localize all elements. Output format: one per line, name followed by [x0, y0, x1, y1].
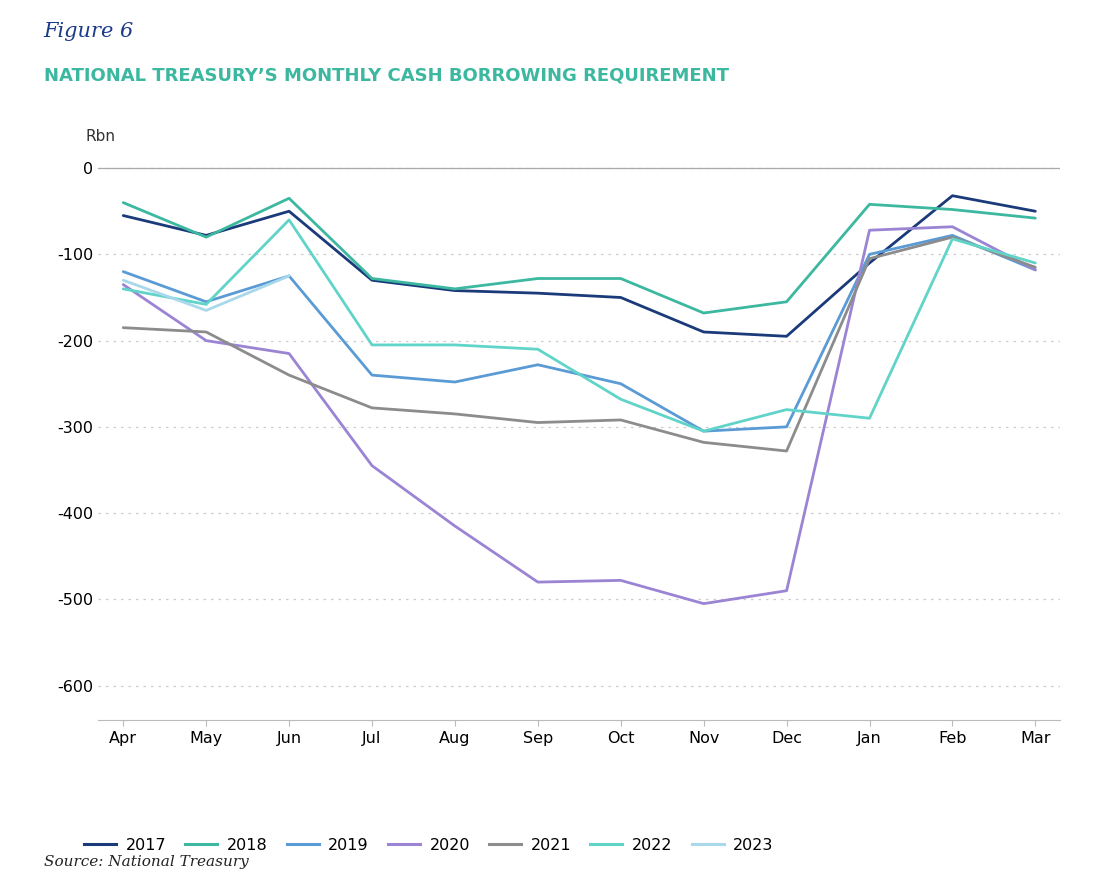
- Text: NATIONAL TREASURY’S MONTHLY CASH BORROWING REQUIREMENT: NATIONAL TREASURY’S MONTHLY CASH BORROWI…: [44, 67, 729, 84]
- Text: Rbn: Rbn: [86, 129, 116, 144]
- Text: Source: National Treasury: Source: National Treasury: [44, 855, 248, 869]
- Text: Figure 6: Figure 6: [44, 22, 134, 41]
- Legend: 2017, 2018, 2019, 2020, 2021, 2022, 2023: 2017, 2018, 2019, 2020, 2021, 2022, 2023: [78, 832, 780, 860]
